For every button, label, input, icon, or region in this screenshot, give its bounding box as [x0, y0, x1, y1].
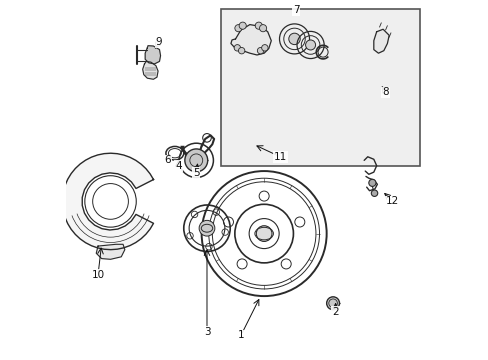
Polygon shape	[142, 62, 158, 79]
Circle shape	[256, 226, 271, 242]
Text: 4: 4	[175, 161, 182, 171]
Circle shape	[370, 190, 377, 197]
Circle shape	[234, 24, 242, 32]
Circle shape	[261, 45, 267, 51]
Text: 3: 3	[203, 327, 210, 337]
Text: 12: 12	[386, 197, 399, 206]
Text: 7: 7	[292, 5, 299, 15]
Text: 5: 5	[193, 168, 199, 178]
Circle shape	[257, 48, 263, 54]
Polygon shape	[230, 24, 271, 55]
Polygon shape	[62, 153, 153, 249]
Text: 1: 1	[237, 330, 244, 341]
Text: 9: 9	[155, 37, 162, 48]
Polygon shape	[373, 29, 388, 53]
Text: 2: 2	[332, 307, 338, 317]
Circle shape	[326, 297, 339, 310]
Text: 8: 8	[382, 87, 388, 98]
Circle shape	[184, 149, 207, 172]
Circle shape	[288, 33, 300, 45]
Polygon shape	[96, 244, 124, 259]
Circle shape	[255, 22, 262, 29]
Text: 11: 11	[273, 152, 286, 162]
Circle shape	[259, 24, 266, 32]
Circle shape	[199, 220, 214, 236]
Circle shape	[305, 40, 315, 50]
Polygon shape	[145, 46, 160, 64]
Text: 6: 6	[164, 156, 171, 165]
Circle shape	[239, 22, 246, 29]
Text: 10: 10	[91, 270, 104, 280]
Circle shape	[238, 48, 244, 54]
Circle shape	[368, 179, 375, 186]
Bar	[221, 9, 419, 166]
Circle shape	[234, 45, 240, 51]
